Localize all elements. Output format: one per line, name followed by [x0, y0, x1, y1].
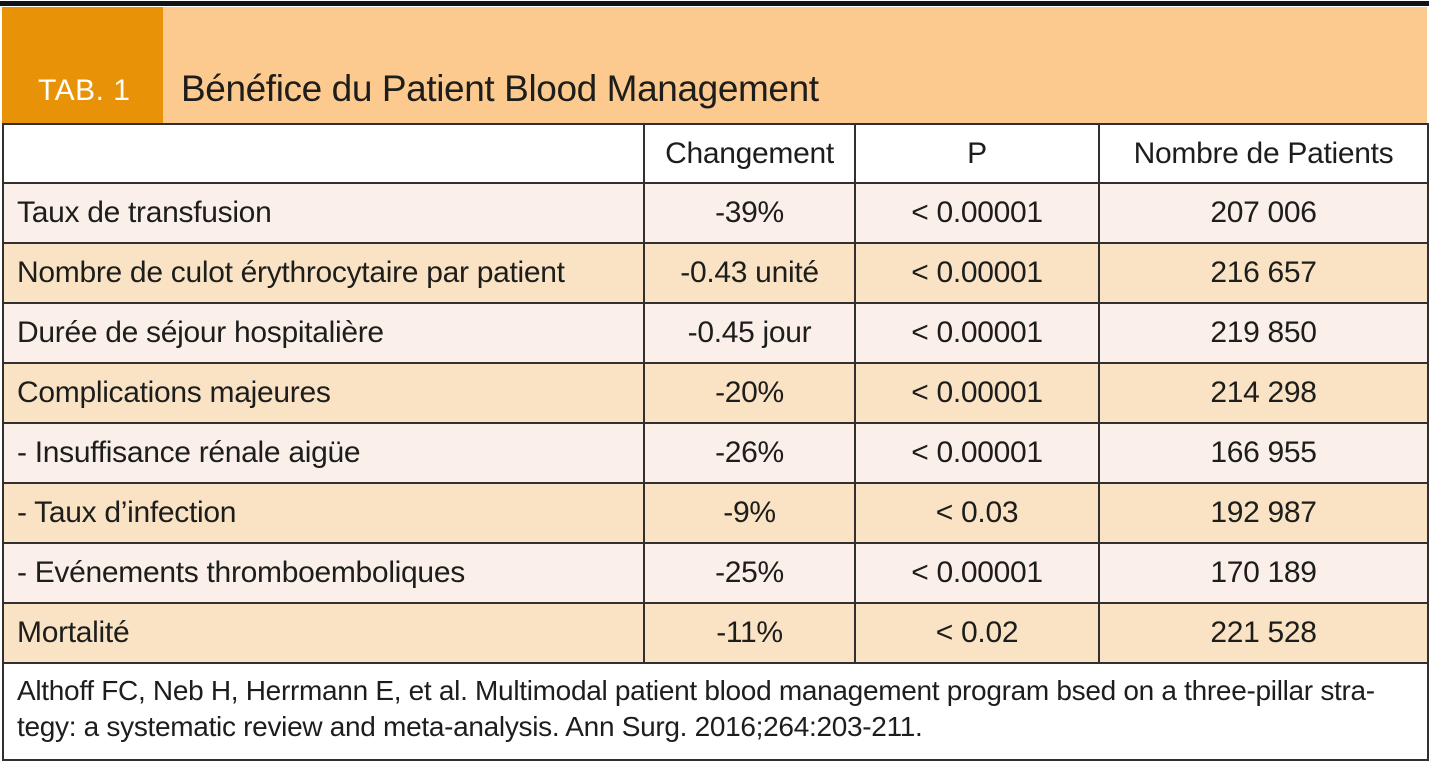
- row-label-cell: Mortalité: [2, 602, 645, 664]
- citation-line-2: tegy: a systematic review and meta-analy…: [17, 711, 923, 743]
- p-value-cell: < 0.00001: [854, 182, 1100, 244]
- table-title: Bénéfice du Patient Blood Management: [181, 68, 819, 109]
- p-value-cell: < 0.03: [854, 482, 1100, 544]
- citation-line-1: Althoff FC, Neb H, Herrmann E, et al. Mu…: [17, 675, 1375, 706]
- table-number-label: TAB. 1: [38, 74, 131, 107]
- changement-cell: -20%: [643, 362, 856, 424]
- row-label-cell: - Evénements thromboemboliques: [2, 542, 645, 604]
- p-value-cell: < 0.00001: [854, 362, 1100, 424]
- p-value-cell: < 0.02: [854, 602, 1100, 664]
- top-rule: [0, 1, 1429, 6]
- row-label-cell: - Insuffisance rénale aigüe: [2, 422, 645, 484]
- table-number-chip: TAB. 1: [2, 7, 163, 123]
- patients-cell: 166 955: [1098, 422, 1429, 484]
- changement-cell: -26%: [643, 422, 856, 484]
- patients-cell: 221 528: [1098, 602, 1429, 664]
- changement-cell: -0.45 jour: [643, 302, 856, 364]
- col-header-p: P: [854, 123, 1100, 184]
- table-row: - Taux d’infection -9% < 0.03 192 987: [2, 482, 1429, 544]
- col-header-patients: Nombre de Patients: [1098, 123, 1429, 184]
- patients-cell: 170 189: [1098, 542, 1429, 604]
- patients-cell: 214 298: [1098, 362, 1429, 424]
- table-row: Taux de transfusion -39% < 0.00001 207 0…: [2, 182, 1429, 244]
- patients-cell: 219 850: [1098, 302, 1429, 364]
- citation: Althoff FC, Neb H, Herrmann E, et al. Mu…: [2, 662, 1429, 761]
- benefits-table: Changement P Nombre de Patients Taux de …: [2, 123, 1429, 761]
- row-label-cell: Complications majeures: [2, 362, 645, 424]
- changement-cell: -11%: [643, 602, 856, 664]
- p-value-cell: < 0.00001: [854, 302, 1100, 364]
- patients-cell: 192 987: [1098, 482, 1429, 544]
- changement-cell: -9%: [643, 482, 856, 544]
- col-header-changement: Changement: [643, 123, 856, 184]
- p-value-cell: < 0.00001: [854, 542, 1100, 604]
- column-header-row: Changement P Nombre de Patients: [2, 123, 1429, 184]
- citation-row: Althoff FC, Neb H, Herrmann E, et al. Mu…: [2, 662, 1429, 761]
- table-row: Nombre de culot érythrocytaire par patie…: [2, 242, 1429, 304]
- patients-cell: 216 657: [1098, 242, 1429, 304]
- row-label-cell: - Taux d’infection: [2, 482, 645, 544]
- col-header-empty: [2, 123, 645, 184]
- table-row: Mortalité -11% < 0.02 221 528: [2, 602, 1429, 664]
- p-value-cell: < 0.00001: [854, 242, 1100, 304]
- row-label-cell: Nombre de culot érythrocytaire par patie…: [2, 242, 645, 304]
- table-row: - Insuffisance rénale aigüe -26% < 0.000…: [2, 422, 1429, 484]
- patients-cell: 207 006: [1098, 182, 1429, 244]
- changement-cell: -0.43 unité: [643, 242, 856, 304]
- changement-cell: -25%: [643, 542, 856, 604]
- row-label-cell: Taux de transfusion: [2, 182, 645, 244]
- table-header-band: TAB. 1 Bénéfice du Patient Blood Managem…: [2, 7, 1427, 123]
- table-row: Durée de séjour hospitalière -0.45 jour …: [2, 302, 1429, 364]
- table-row: Complications majeures -20% < 0.00001 21…: [2, 362, 1429, 424]
- p-value-cell: < 0.00001: [854, 422, 1100, 484]
- changement-cell: -39%: [643, 182, 856, 244]
- table-row: - Evénements thromboemboliques -25% < 0.…: [2, 542, 1429, 604]
- row-label-cell: Durée de séjour hospitalière: [2, 302, 645, 364]
